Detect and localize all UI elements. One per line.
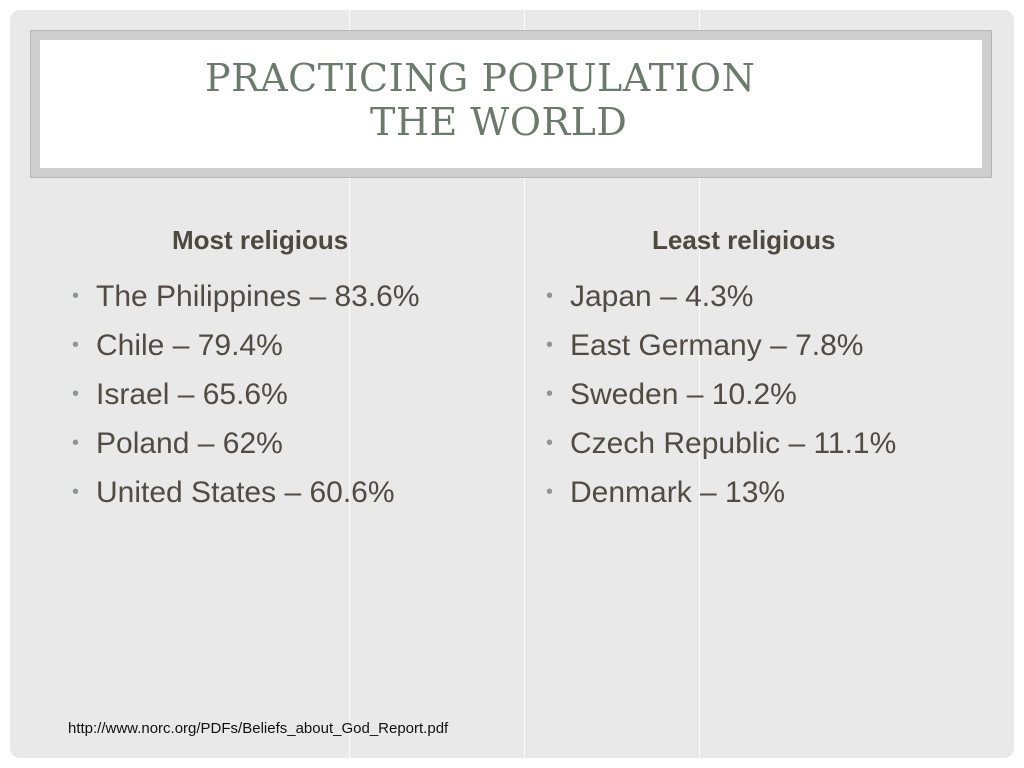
bullet-icon: • xyxy=(72,383,80,405)
bullet-icon: • xyxy=(72,432,80,454)
source-link[interactable]: http://www.norc.org/PDFs/Beliefs_about_G… xyxy=(68,720,449,737)
most-religious-column: Most religious • The Philippines – 83.6% … xyxy=(68,222,488,517)
least-religious-heading: Least religious xyxy=(652,225,836,255)
slide-title: PRACTICING POPULATION THE WORLD xyxy=(205,56,755,144)
title-frame: PRACTICING POPULATION THE WORLD xyxy=(30,30,992,178)
title-line-2: THE WORLD xyxy=(370,100,628,144)
list-item: • Sweden – 10.2% xyxy=(542,370,982,419)
bullet-icon: • xyxy=(546,334,554,356)
list-item-text: Israel – 65.6% xyxy=(96,378,288,411)
list-item: • United States – 60.6% xyxy=(68,468,488,517)
list-item-text: United States – 60.6% xyxy=(96,476,395,509)
list-item-text: Denmark – 13% xyxy=(570,476,786,509)
bullet-icon: • xyxy=(546,432,554,454)
bullet-icon: • xyxy=(72,481,80,503)
background-stripe xyxy=(699,10,700,758)
bullet-icon: • xyxy=(546,481,554,503)
list-item-text: Chile – 79.4% xyxy=(96,329,283,362)
slide: PRACTICING POPULATION THE WORLD Most rel… xyxy=(10,10,1014,758)
title-box: PRACTICING POPULATION THE WORLD xyxy=(40,40,982,168)
list-item-text: East Germany – 7.8% xyxy=(570,329,864,362)
list-item: • Chile – 79.4% xyxy=(68,321,488,370)
most-religious-heading: Most religious xyxy=(172,225,349,255)
list-item: • Denmark – 13% xyxy=(542,468,982,517)
background-stripe xyxy=(524,10,525,758)
bullet-icon: • xyxy=(546,285,554,307)
bullet-icon: • xyxy=(72,285,80,307)
least-religious-list: • Japan – 4.3% • East Germany – 7.8% • Swed… xyxy=(542,272,982,517)
list-item-text: Sweden – 10.2% xyxy=(570,378,797,411)
most-religious-list: • The Philippines – 83.6% • Chile – 79.4% … xyxy=(68,272,488,517)
bullet-icon: • xyxy=(72,334,80,356)
list-item: • Israel – 65.6% xyxy=(68,370,488,419)
list-item-text: Czech Republic – 11.1% xyxy=(570,427,897,460)
list-item-text: Poland – 62% xyxy=(96,427,283,460)
list-item: • East Germany – 7.8% xyxy=(542,321,982,370)
list-item-text: The Philippines – 83.6% xyxy=(96,280,420,313)
list-item: • Poland – 62% xyxy=(68,419,488,468)
list-item: • Czech Republic – 11.1% xyxy=(542,419,982,468)
least-religious-column: Least religious • Japan – 4.3% • East Germ… xyxy=(542,222,982,517)
list-item-text: Japan – 4.3% xyxy=(570,280,754,313)
background-stripe xyxy=(349,10,350,758)
list-item: • Japan – 4.3% xyxy=(542,272,982,321)
bullet-icon: • xyxy=(546,383,554,405)
title-line-1: PRACTICING POPULATION xyxy=(205,56,756,100)
list-item: • The Philippines – 83.6% xyxy=(68,272,488,321)
